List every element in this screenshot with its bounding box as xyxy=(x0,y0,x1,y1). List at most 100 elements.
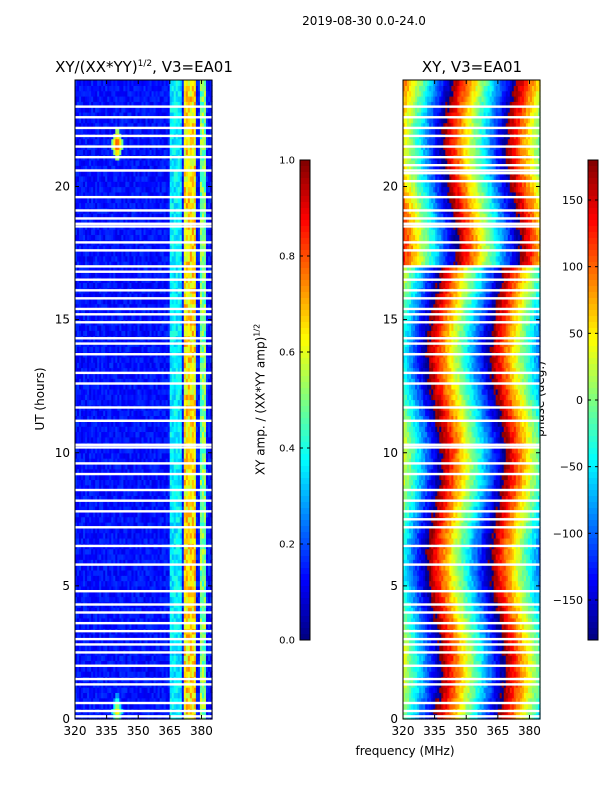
amp-cell xyxy=(149,463,153,470)
amp-cell xyxy=(181,511,185,518)
amp-cell xyxy=(171,580,175,587)
amp-cell xyxy=(185,580,189,587)
amp-cell xyxy=(93,671,96,677)
amp-cell xyxy=(191,665,195,672)
amp-cell xyxy=(193,463,197,470)
amp-cell xyxy=(143,591,147,598)
amp-cell xyxy=(157,569,161,576)
amp-cell xyxy=(109,532,112,539)
amp-cell xyxy=(119,356,122,363)
amp-cell xyxy=(171,553,175,560)
amp-cell xyxy=(187,431,191,438)
amp-cell xyxy=(199,537,203,544)
amp-cell xyxy=(175,463,179,470)
amp-cell xyxy=(161,575,165,582)
amp-cell xyxy=(95,623,98,630)
amp-cell xyxy=(157,388,161,395)
amp-cell xyxy=(85,383,88,390)
amp-cell xyxy=(137,532,141,539)
amp-cell xyxy=(105,330,108,337)
amp-cell xyxy=(137,378,141,385)
amp-cell xyxy=(101,692,104,699)
amp-cell xyxy=(83,372,86,379)
amp-cell xyxy=(201,692,205,699)
amp-cell xyxy=(87,362,90,369)
amp-cell xyxy=(205,367,209,374)
amp-cell xyxy=(177,687,181,693)
amp-cell xyxy=(119,521,122,528)
amp-cell xyxy=(165,580,169,587)
amp-cell xyxy=(111,346,114,353)
amp-cell xyxy=(177,479,181,486)
amp-cell xyxy=(173,617,177,624)
amp-cell xyxy=(195,436,199,443)
amp-cell xyxy=(195,490,199,496)
amp-cell xyxy=(177,458,181,464)
amp-cell xyxy=(121,617,124,624)
amp-cell xyxy=(171,697,175,704)
amp-cell xyxy=(135,436,139,443)
amp-cell xyxy=(209,580,213,587)
amp-cell xyxy=(151,532,155,539)
amp-cell xyxy=(79,415,82,422)
amp-cell xyxy=(123,399,126,406)
amp-cell xyxy=(87,564,90,571)
amp-cell xyxy=(141,500,145,507)
amp-cell xyxy=(127,703,130,709)
amp-cell xyxy=(109,537,112,544)
amp-cell xyxy=(77,367,80,374)
amp-cell xyxy=(129,703,133,709)
amp-cell xyxy=(147,346,151,353)
amp-cell xyxy=(131,692,135,699)
amp-cell xyxy=(147,580,151,587)
amp-cell xyxy=(83,356,86,363)
amp-cell xyxy=(125,591,128,598)
amp-cell xyxy=(105,521,108,528)
amp-cell xyxy=(109,367,112,374)
amp-cell xyxy=(201,463,205,470)
amp-cell xyxy=(209,372,213,379)
amp-cell xyxy=(127,569,130,576)
amp-cell xyxy=(205,516,209,523)
amp-cell xyxy=(117,569,120,576)
amp-cell xyxy=(185,521,189,528)
amp-cell xyxy=(95,527,98,534)
amp-cell xyxy=(77,324,80,331)
amp-cell xyxy=(77,655,80,662)
amp-cell xyxy=(149,362,153,369)
amp-cell xyxy=(137,527,141,534)
amp-cell xyxy=(77,559,80,566)
amp-cell xyxy=(205,655,209,662)
amp-cell xyxy=(121,644,124,651)
amp-cell xyxy=(97,474,100,480)
amp-cell xyxy=(99,415,102,422)
amp-cell xyxy=(91,484,94,491)
amp-cell xyxy=(115,468,118,475)
amp-cell xyxy=(167,660,171,667)
amp-cell xyxy=(85,420,88,427)
amp-cell xyxy=(145,346,149,353)
amp-cell xyxy=(179,532,183,539)
amp-cell xyxy=(89,527,92,534)
amp-cell xyxy=(123,356,126,363)
amp-cell xyxy=(205,490,209,496)
amp-cell xyxy=(109,639,112,646)
amp-cell xyxy=(137,559,141,566)
amp-cell xyxy=(111,431,114,438)
amp-cell xyxy=(171,569,175,576)
amp-cell xyxy=(123,383,126,390)
amp-cell xyxy=(169,591,173,598)
amp-cell xyxy=(143,665,147,672)
amp-cell xyxy=(185,388,189,395)
amp-cell xyxy=(207,687,211,693)
amp-cell xyxy=(199,468,203,475)
amp-cell xyxy=(121,612,124,619)
amp-cell xyxy=(183,346,187,353)
amp-cell xyxy=(151,458,155,464)
amp-cell xyxy=(163,537,167,544)
amp-cell xyxy=(185,447,189,454)
amp-cell xyxy=(187,356,191,363)
amp-cell xyxy=(99,639,102,646)
amp-cell xyxy=(195,697,199,704)
amp-cell xyxy=(103,324,106,331)
